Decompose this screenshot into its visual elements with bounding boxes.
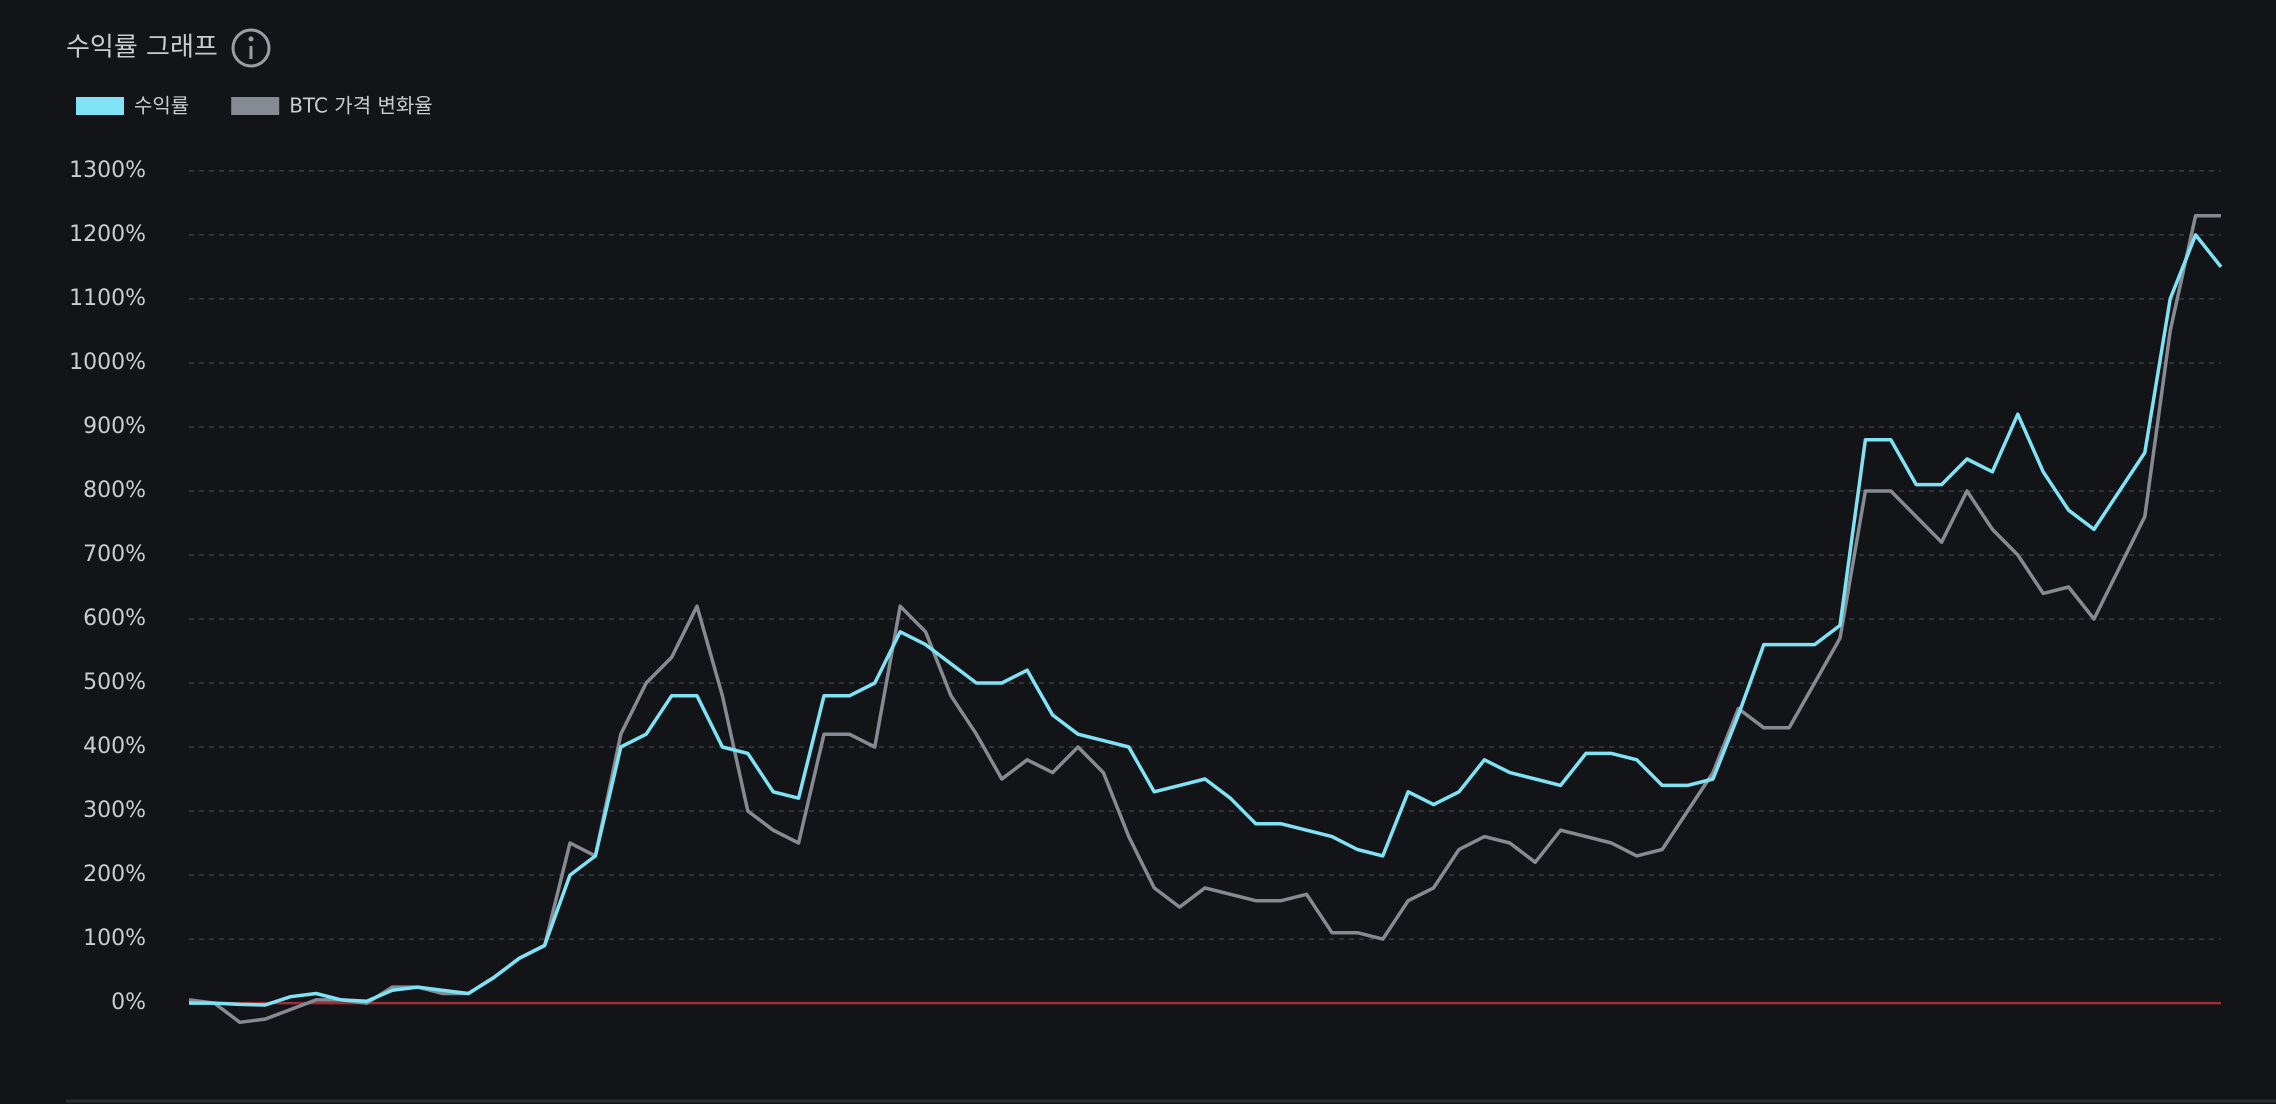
info-icon[interactable] bbox=[231, 28, 271, 68]
legend-swatch[interactable] bbox=[231, 97, 280, 115]
y-tick-label: 1300% bbox=[69, 158, 146, 183]
info-circle bbox=[231, 28, 271, 68]
y-tick-label: 200% bbox=[83, 862, 146, 887]
y-tick-label: 800% bbox=[83, 478, 146, 503]
chart-title: 수익률 그래프 bbox=[66, 33, 218, 63]
legend-label[interactable]: 수익률 bbox=[134, 94, 189, 118]
y-tick-label: 700% bbox=[83, 542, 146, 567]
y-tick-label: 0% bbox=[111, 990, 146, 1015]
y-tick-label: 400% bbox=[83, 734, 146, 759]
y-tick-label: 900% bbox=[83, 414, 146, 439]
series-line bbox=[189, 233, 2223, 1007]
y-tick-label: 100% bbox=[83, 926, 146, 951]
y-tick-label: 1000% bbox=[69, 350, 146, 375]
y-tick-label: 300% bbox=[83, 798, 146, 823]
legend-label[interactable]: BTC 가격 변화율 bbox=[289, 94, 432, 118]
y-tick-label: 1200% bbox=[69, 222, 146, 247]
y-tick-label: 600% bbox=[83, 606, 146, 631]
info-dot bbox=[248, 36, 254, 42]
y-tick-label: 500% bbox=[83, 670, 146, 695]
y-tick-label: 1100% bbox=[69, 286, 146, 311]
legend-swatch[interactable] bbox=[76, 97, 124, 115]
